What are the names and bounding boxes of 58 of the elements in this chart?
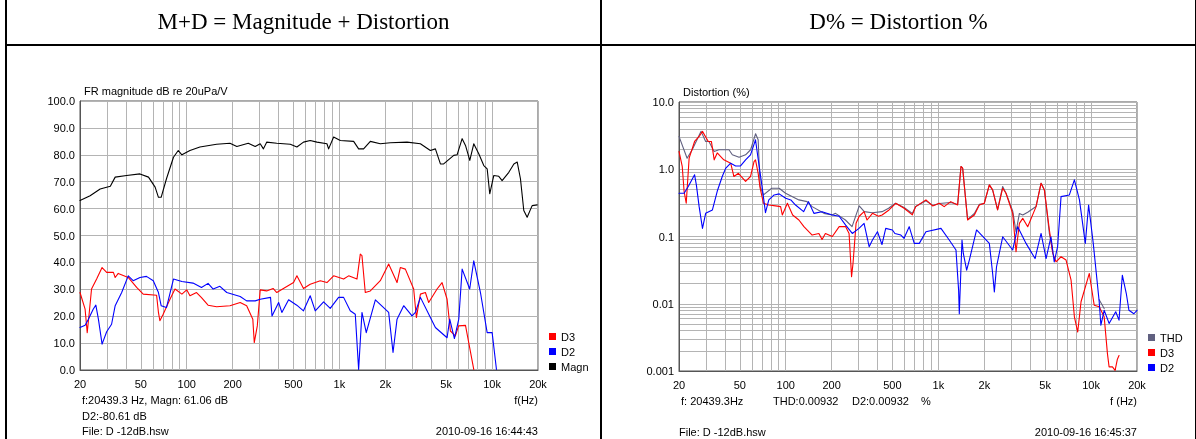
y-tick-label: 80.0	[53, 148, 75, 161]
x-tick-label: 100	[776, 378, 795, 391]
x-tick-label: 500	[284, 377, 303, 390]
y-tick-label: 50.0	[53, 229, 75, 242]
x-tick-label: 50	[733, 378, 746, 391]
x-tick-label: 200	[223, 377, 242, 390]
y-tick-label: 0.001	[646, 365, 674, 377]
text: 2010-09-16 16:44:43	[435, 425, 538, 437]
y-tick-label: 30.0	[53, 283, 75, 296]
y-tick-label: 0.01	[652, 297, 674, 310]
text: f: 20439.3Hz	[681, 395, 744, 407]
x-tick-label: 500	[883, 378, 902, 391]
x-tick-label: 20	[672, 378, 686, 391]
legend-label: D2	[561, 345, 576, 358]
y-tick-label: 90.0	[53, 121, 75, 134]
x-axis-title: f(Hz)	[514, 394, 538, 406]
text: 2010-09-16 16:45:37	[1034, 426, 1137, 438]
y-tick-label: 20.0	[53, 310, 75, 323]
text: f:20439.3 Hz, Magn: 61.06 dB	[82, 394, 229, 406]
y-tick-label: 0.0	[59, 364, 75, 376]
x-tick-label: 50	[134, 377, 147, 390]
x-tick-label: 10k	[483, 377, 502, 390]
x-tick-label: 2k	[978, 378, 991, 391]
x-tick-label: 200	[822, 378, 841, 391]
y-axis-title: FR magnitude dB re 20uPa/V	[84, 84, 229, 97]
y-tick-label: 70.0	[53, 175, 75, 188]
y-axis-title: Distortion (%)	[683, 85, 750, 98]
legend-label: D2	[1160, 361, 1175, 374]
y-tick-label: 10.0	[53, 337, 75, 350]
text: File: D -12dB.hsw	[679, 426, 766, 438]
x-tick-label: 20	[73, 377, 87, 390]
chart-title: M+D = Magnitude + Distortion	[7, 0, 600, 46]
y-tick-label: 1.0	[658, 163, 674, 176]
x-tick-label: 5k	[1039, 378, 1052, 391]
text: D2:0.00932	[852, 395, 909, 407]
text: D2:-80.61 dB	[82, 409, 147, 422]
legend-label: D3	[1160, 346, 1175, 359]
x-tick-label: 1k	[333, 377, 346, 390]
legend-label: THD	[1160, 331, 1183, 344]
x-tick-label: 1k	[932, 378, 945, 391]
y-tick-label: 40.0	[53, 256, 75, 269]
x-tick-label: 2k	[379, 377, 392, 390]
y-tick-label: 60.0	[53, 202, 75, 215]
y-tick-label: 0.1	[658, 230, 674, 243]
y-tick-label: 10.0	[652, 96, 674, 108]
x-axis-title: f (Hz)	[1110, 395, 1137, 407]
text: %	[921, 395, 931, 407]
text: THD:0.00932	[773, 395, 839, 407]
chart-title: D% = Distortion %	[602, 0, 1195, 46]
x-tick-label: 100	[177, 377, 196, 390]
x-tick-label: 20k	[529, 377, 548, 390]
legend-label: D3	[561, 330, 576, 343]
x-tick-label: 20k	[1128, 378, 1147, 391]
y-tick-label: 100.0	[47, 95, 75, 107]
x-tick-label: 10k	[1082, 378, 1101, 391]
text: File: D -12dB.hsw	[82, 425, 169, 437]
legend-label: Magn	[561, 360, 589, 373]
x-tick-label: 5k	[440, 377, 453, 390]
